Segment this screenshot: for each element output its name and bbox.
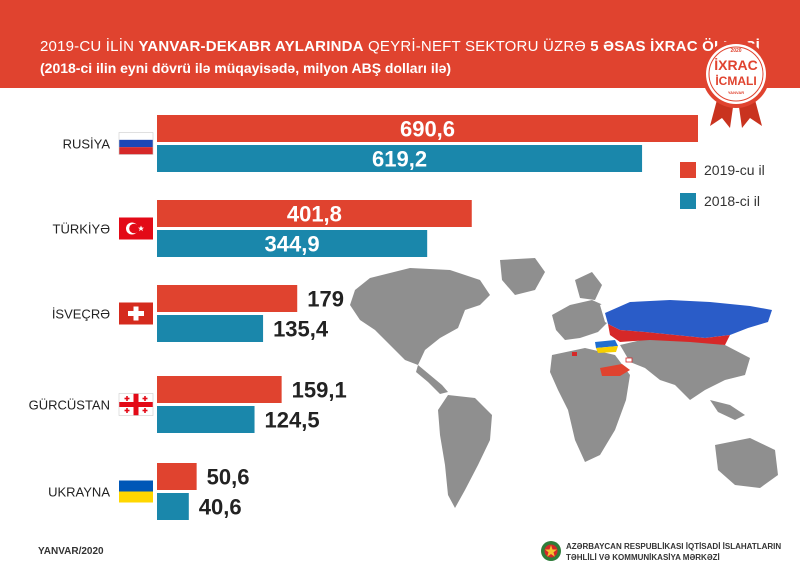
bar-2018	[157, 230, 428, 257]
footer-date: YANVAR/2020	[38, 546, 104, 557]
footer-org-line2: TƏHLİLİ VƏ KOMMUNİKASİYA MƏRKƏZİ	[566, 553, 720, 562]
data-label: 401,8	[287, 202, 342, 227]
data-label: 344,9	[265, 232, 320, 257]
badge-line1: İXRAC	[714, 57, 758, 73]
category-label: TÜRKİYƏ	[53, 222, 111, 237]
footer-org-line1: AZƏRBAYCAN RESPUBLİKASI İQTİSADİ İSLAHAT…	[566, 542, 782, 551]
legend-swatch-2019	[680, 162, 696, 178]
badge-year: 2020	[730, 48, 741, 54]
bar-2019	[157, 200, 472, 227]
ukraine-map-highlight	[595, 340, 618, 353]
badge-line2: İCMALI	[715, 73, 756, 88]
world-map	[350, 258, 778, 508]
turkey-flag-icon	[119, 217, 153, 240]
category-label: İSVEÇRƏ	[52, 307, 110, 322]
georgia-map-highlight	[625, 357, 633, 363]
legend-label-2018: 2018-ci il	[704, 193, 761, 209]
bar-2019	[157, 463, 197, 490]
switzerland-map-highlight	[572, 352, 577, 356]
data-label: 690,6	[400, 117, 455, 142]
bar-2018	[157, 406, 255, 433]
state-emblem-icon	[541, 541, 561, 561]
page-subtitle: (2018-ci ilin eyni dövrü ilə müqayisədə,…	[40, 60, 452, 76]
bar-2019	[157, 115, 698, 142]
category-label: GÜRCÜSTAN	[29, 398, 110, 413]
legend-label-2019: 2019-cu il	[704, 162, 765, 178]
bar-2018	[157, 145, 643, 172]
ukraine-flag-icon	[119, 480, 153, 503]
data-label: 124,5	[265, 408, 320, 433]
bar-2019	[157, 285, 298, 312]
ixrac-icmali-badge: 2020 İXRAC İCMALI YANVAR	[702, 40, 770, 128]
badge-line3: YANVAR	[728, 90, 744, 95]
switzerland-flag-icon	[119, 302, 153, 325]
data-label: 50,6	[207, 465, 250, 490]
data-label: 179	[307, 287, 344, 312]
data-label: 619,2	[372, 147, 427, 172]
bar-2018	[157, 315, 264, 342]
legend-item-2018: 2018-ci il	[680, 193, 760, 209]
legend-swatch-2018	[680, 193, 696, 209]
bar-2018	[157, 493, 189, 520]
data-label: 159,1	[292, 378, 347, 403]
data-label: 40,6	[199, 495, 242, 520]
data-label: 135,4	[273, 317, 329, 342]
russia-flag-icon	[118, 132, 154, 155]
legend-item-2019: 2019-cu il	[680, 162, 765, 178]
category-label: UKRAYNA	[48, 485, 110, 500]
header-banner: 2019-CU İLİN YANVAR-DEKABR AYLARINDA QEY…	[0, 0, 800, 88]
category-label: RUSİYA	[63, 137, 111, 152]
georgia-flag-icon	[118, 393, 154, 416]
russia-map-highlight	[600, 285, 775, 345]
footer-organization: AZƏRBAYCAN RESPUBLİKASI İQTİSADİ İSLAHAT…	[566, 541, 781, 563]
page-title: 2019-CU İLİN YANVAR-DEKABR AYLARINDA QEY…	[40, 38, 761, 55]
turkey-map-highlight	[600, 364, 630, 376]
bar-2019	[157, 376, 282, 403]
